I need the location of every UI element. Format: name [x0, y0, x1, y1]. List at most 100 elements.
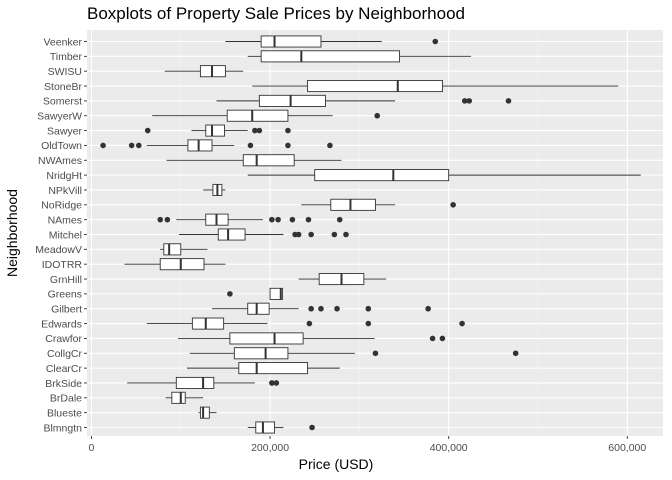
- box-iqr: [163, 243, 182, 256]
- box-iqr: [159, 258, 205, 271]
- box-iqr: [205, 124, 225, 137]
- outlier-point: [252, 127, 258, 134]
- outlier-point: [285, 127, 291, 134]
- outlier-point: [256, 127, 263, 134]
- box-iqr: [255, 421, 275, 434]
- outlier-point: [309, 424, 315, 431]
- box-iqr: [330, 198, 376, 211]
- outlier-point: [365, 305, 372, 312]
- y-tick-label: GrnHill: [50, 274, 82, 286]
- outlier-point: [459, 320, 465, 327]
- box-iqr: [229, 332, 304, 345]
- outlier-point: [128, 142, 135, 149]
- y-tick-label: Timber: [50, 51, 83, 63]
- outlier-point: [429, 335, 436, 342]
- y-tick-label: CollgCr: [47, 348, 83, 360]
- chart-title: Boxplots of Property Sale Prices by Neig…: [87, 4, 465, 23]
- outlier-point: [144, 127, 151, 134]
- y-tick-label: SWISU: [48, 66, 82, 78]
- y-tick-label: Blueste: [47, 407, 82, 419]
- outlier-point: [512, 350, 519, 357]
- outlier-point: [327, 142, 333, 149]
- y-tick-label: Veenker: [43, 36, 82, 48]
- box-iqr: [269, 287, 284, 300]
- outlier-point: [365, 320, 372, 327]
- box-iqr: [260, 35, 322, 48]
- outlier-point: [305, 216, 312, 223]
- box-iqr: [314, 169, 450, 182]
- outlier-point: [461, 98, 468, 104]
- y-tick-label: Edwards: [41, 318, 82, 330]
- outlier-point: [318, 305, 324, 312]
- y-tick-label: BrDale: [50, 393, 82, 405]
- outlier-point: [275, 216, 281, 223]
- box-iqr: [199, 406, 210, 419]
- y-tick-label: Gilbert: [51, 304, 82, 316]
- outlier-point: [439, 335, 446, 342]
- y-tick-label: Crawfor: [45, 333, 82, 345]
- y-tick-label: BrkSide: [45, 378, 82, 390]
- outlier-point: [269, 216, 275, 223]
- x-tick-label: 400,000: [430, 442, 468, 454]
- y-tick-label: MeadowV: [35, 244, 82, 256]
- outlier-point: [135, 142, 142, 149]
- y-tick-label: Sawyer: [47, 125, 83, 137]
- outlier-point: [308, 305, 314, 312]
- outlier-point: [157, 216, 164, 223]
- box-iqr: [307, 80, 443, 93]
- box-iqr: [171, 391, 186, 404]
- box-iqr: [217, 228, 246, 241]
- box-iqr: [187, 139, 213, 152]
- x-tick-label: 0: [89, 442, 95, 454]
- outlier-point: [432, 38, 439, 45]
- outlier-point: [273, 380, 280, 386]
- box-iqr: [175, 376, 215, 389]
- outlier-point: [334, 305, 340, 312]
- box-iqr: [258, 94, 326, 107]
- outlier-point: [289, 216, 296, 223]
- y-tick-label: NPkVill: [48, 185, 82, 197]
- x-axis-label: Price (USD): [298, 456, 374, 472]
- y-tick-label: NridgHt: [46, 170, 82, 182]
- outlier-point: [336, 216, 343, 223]
- outlier-point: [295, 231, 302, 238]
- y-tick-label: NWAmes: [38, 155, 82, 167]
- box-iqr: [242, 154, 295, 167]
- y-tick-label: IDOTRR: [42, 259, 83, 271]
- y-tick-label: Mitchel: [49, 229, 82, 241]
- box-iqr: [238, 362, 309, 375]
- outlier-point: [505, 98, 512, 104]
- y-tick-label: ClearCr: [46, 363, 83, 375]
- y-tick-label: OldTown: [41, 140, 82, 152]
- outlier-point: [306, 320, 313, 327]
- box-iqr: [191, 317, 225, 330]
- outlier-point: [450, 202, 456, 208]
- y-axis-label: Neighborhood: [4, 189, 20, 277]
- outlier-point: [164, 216, 171, 223]
- box-iqr: [247, 302, 270, 315]
- y-tick-label: Greens: [48, 289, 82, 301]
- box-iqr: [260, 50, 401, 63]
- y-tick-label: NAmes: [48, 214, 82, 226]
- y-tick-label: Blmngtn: [43, 422, 82, 434]
- outlier-point: [308, 231, 314, 238]
- x-tick-label: 600,000: [608, 442, 646, 454]
- outlier-point: [425, 305, 431, 312]
- outlier-point: [100, 142, 106, 149]
- outlier-point: [372, 350, 379, 357]
- outlier-point: [343, 231, 349, 238]
- box-iqr: [226, 109, 289, 122]
- outlier-point: [466, 98, 473, 104]
- outlier-point: [331, 231, 338, 238]
- y-tick-label: NoRidge: [41, 200, 82, 212]
- outlier-point: [227, 291, 233, 297]
- y-tick-label: SawyerW: [37, 111, 82, 123]
- outlier-point: [269, 380, 275, 386]
- outlier-point: [285, 142, 291, 149]
- outlier-point: [247, 142, 254, 149]
- box-iqr: [233, 347, 289, 360]
- y-tick-label: StoneBr: [44, 81, 82, 93]
- y-tick-label: Somerst: [43, 96, 82, 108]
